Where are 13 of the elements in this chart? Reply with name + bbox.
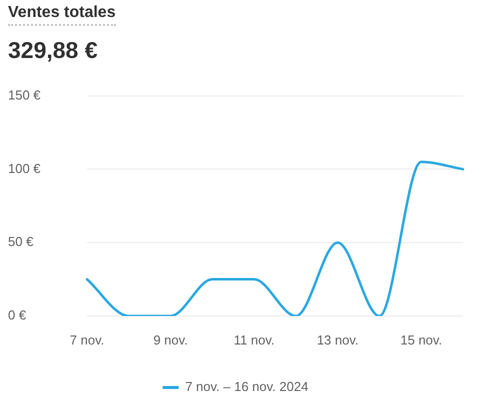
y-tick-label: 100 € — [8, 160, 42, 176]
line-series — [86, 160, 464, 316]
x-tick-label: 15 nov. — [400, 332, 442, 348]
chart-title: Ventes totales — [8, 3, 116, 26]
y-tick-label: 150 € — [8, 87, 42, 102]
legend-label: 7 nov. – 16 nov. 2024 — [185, 379, 308, 394]
y-tick-label: 0 € — [8, 308, 27, 323]
x-tick-label: 9 nov. — [153, 332, 188, 348]
x-tick-label: 13 nov. — [316, 332, 359, 348]
y-tick-label: 50 € — [8, 234, 34, 250]
x-tick-label: 11 nov. — [234, 332, 274, 348]
chart-subtitle: 329,88 € — [8, 36, 98, 64]
x-tick-label: 7 nov. — [70, 332, 104, 348]
